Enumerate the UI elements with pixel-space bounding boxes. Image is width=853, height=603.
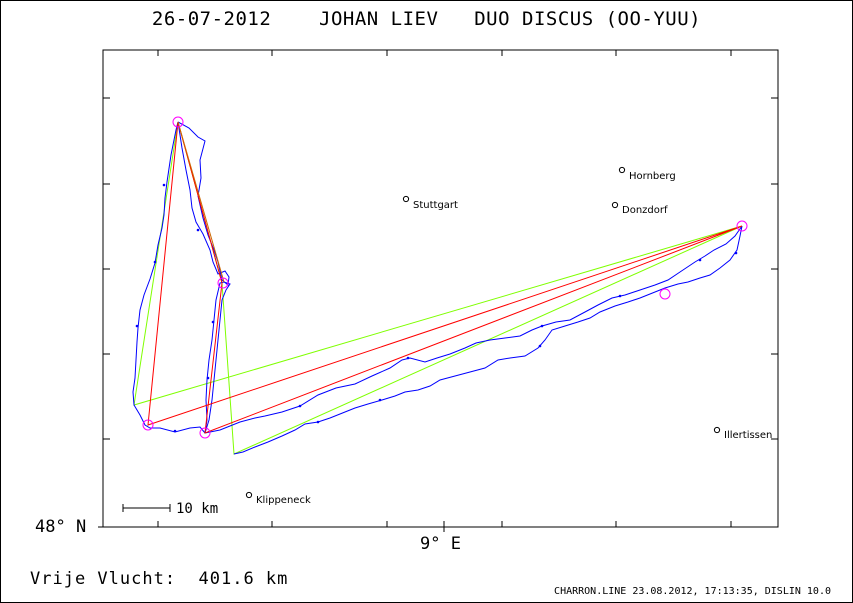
city-klippeneck: Klippeneck (245, 491, 311, 506)
city-label: Stuttgart (413, 200, 458, 211)
track-segment-east (204, 225, 743, 455)
turnpoint-circle (172, 116, 184, 128)
city-label: Klippeneck (256, 495, 311, 506)
city-illertissen: Illertissen (713, 426, 772, 441)
y-axis-ticks (98, 97, 778, 528)
city-marker (402, 195, 410, 203)
scale-bar-label: 10 km (176, 501, 218, 517)
turnpoint-circle (142, 419, 154, 431)
credits-line: CHARRON.LINE 23.08.2012, 17:13:35, DISLI… (554, 586, 831, 597)
distance-readout: Vrije Vlucht: 401.6 km (30, 569, 289, 589)
city-donzdorf: Donzdorf (611, 201, 668, 216)
task-polyline (147, 121, 743, 434)
track-segment-return (204, 281, 231, 434)
turnpoints (142, 116, 748, 439)
city-stuttgart: Stuttgart (402, 195, 458, 211)
city-marker (618, 166, 626, 174)
task-lines (147, 121, 743, 434)
turnpoint-circle (736, 220, 748, 232)
city-label: Illertissen (724, 430, 772, 441)
y-axis-label: 48° N (35, 517, 86, 537)
city-marker (713, 426, 721, 434)
city-hornberg: Hornberg (618, 166, 676, 182)
scale-bar: 10 km (122, 501, 218, 517)
turnpoint-circle (199, 427, 211, 439)
turnpoint-circle (217, 277, 229, 289)
city-label: Hornberg (629, 171, 676, 182)
track-segment-north (132, 121, 230, 434)
track-markers (135, 183, 738, 433)
turnpoint-circle (659, 288, 671, 300)
task-leg-orange (177, 121, 225, 283)
city-label: Donzdorf (622, 205, 668, 216)
city-marker (611, 201, 619, 209)
x-axis-label: 9° E (420, 534, 461, 554)
plot-frame (102, 49, 779, 528)
gps-track (132, 121, 743, 455)
x-axis-ticks (157, 50, 732, 532)
city-marker (245, 491, 253, 499)
flight-title: 26-07-2012 JOHAN LIEV DUO DISCUS (OO-YUU… (151, 8, 702, 30)
